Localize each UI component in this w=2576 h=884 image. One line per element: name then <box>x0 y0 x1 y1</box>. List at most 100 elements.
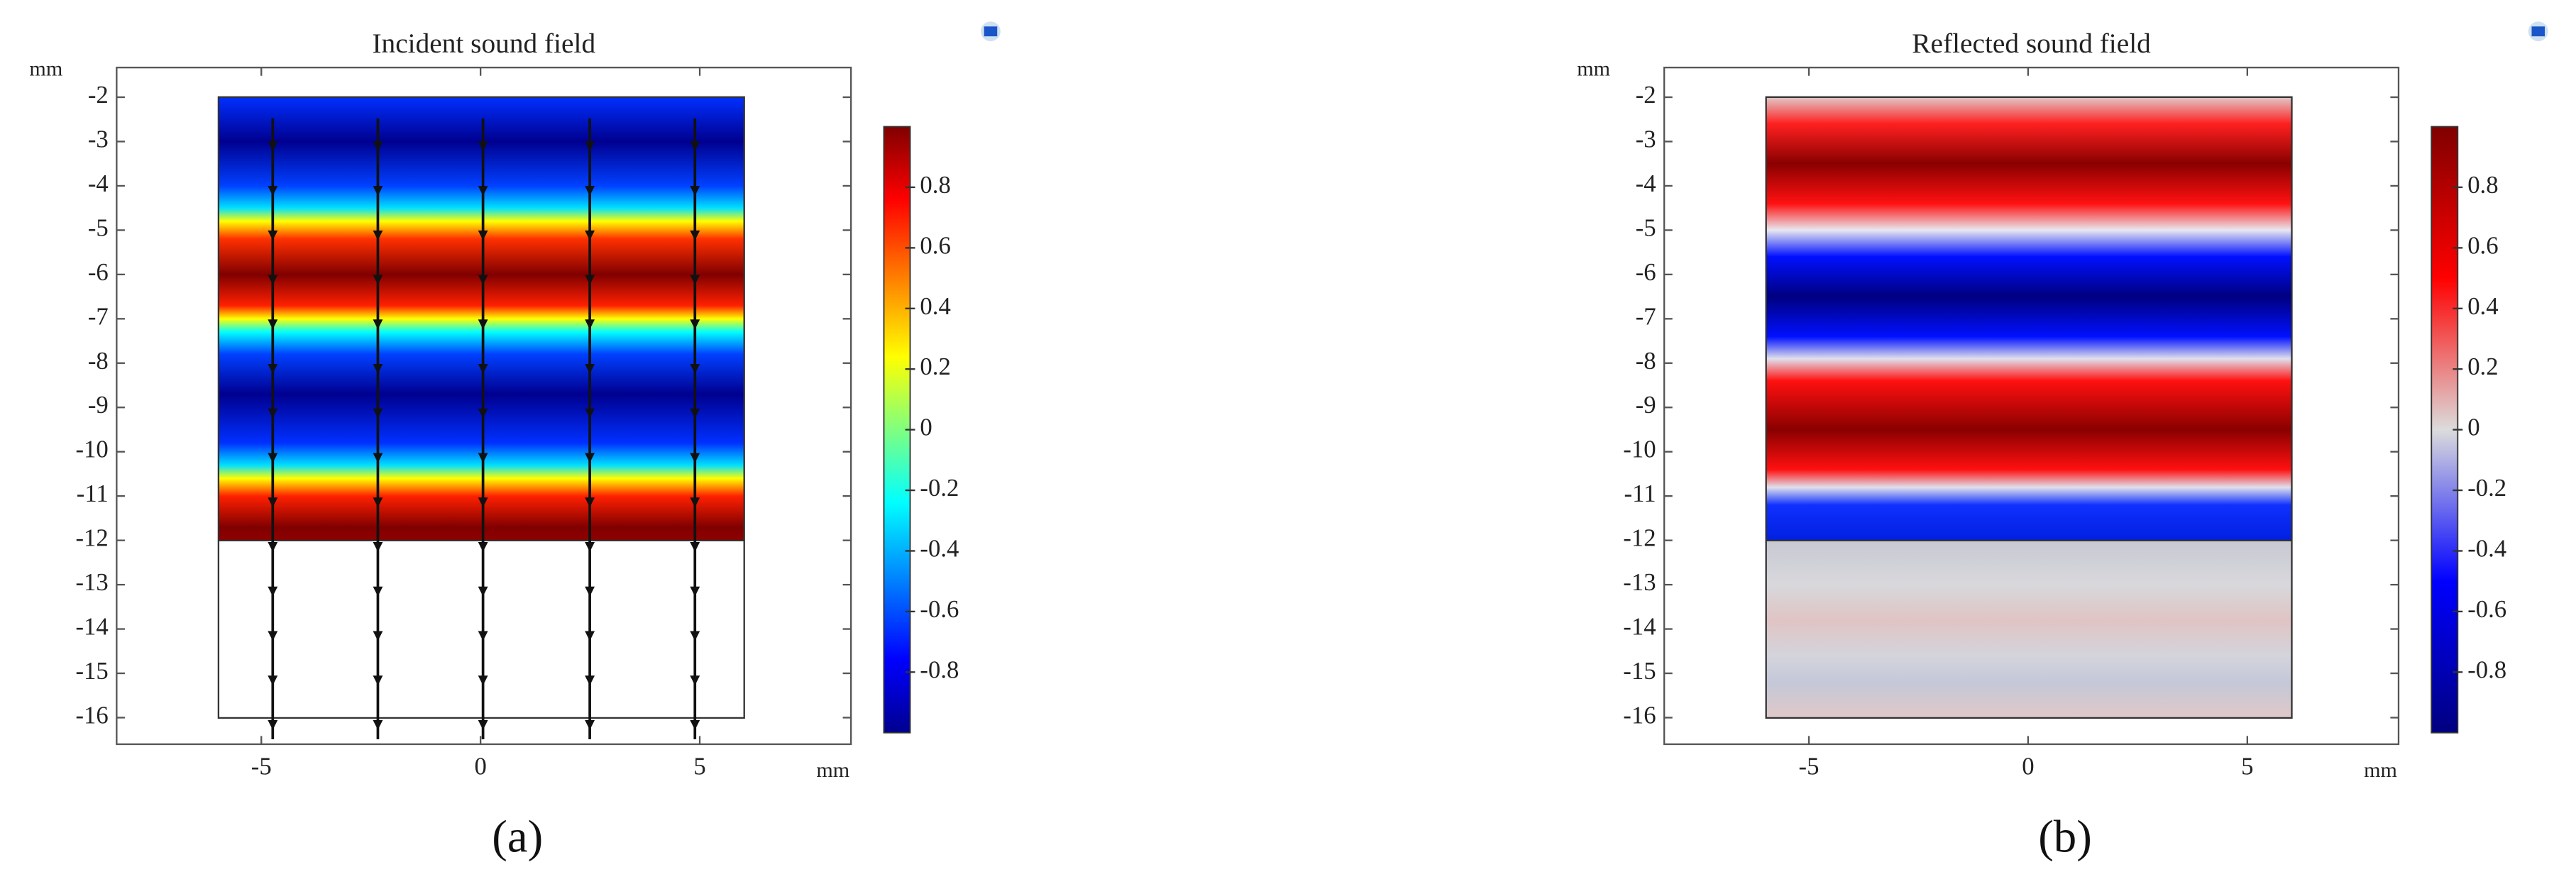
arrow-head <box>478 364 488 374</box>
arrow-head <box>373 186 383 196</box>
arrow-head <box>478 230 488 241</box>
arrow-head <box>690 453 700 463</box>
arrow-head <box>268 141 278 152</box>
x-tick-label: 5 <box>2241 753 2253 780</box>
arrow-head <box>690 541 700 552</box>
y-tick-label: -15 <box>76 657 109 685</box>
arrow-head <box>585 541 595 552</box>
arrow-head <box>585 631 595 641</box>
arrow-head <box>478 186 488 196</box>
y-tick-label: -11 <box>77 480 109 507</box>
arrow-head <box>268 631 278 641</box>
colorbar-tick-label: -0.6 <box>920 595 959 623</box>
arrow-head <box>585 141 595 152</box>
arrow-head <box>690 408 700 419</box>
y-tick-label: -5 <box>1636 214 1656 241</box>
arrow-head <box>268 675 278 686</box>
y-tick-label: -5 <box>88 214 109 241</box>
y-tick-label: -6 <box>88 258 109 286</box>
arrow-head <box>268 275 278 285</box>
arrow-head <box>690 319 700 330</box>
arrow-head <box>268 586 278 597</box>
colorbar-tick-label: 0.2 <box>2467 353 2498 380</box>
arrows <box>268 118 700 740</box>
colorbar-tick-label: -0.2 <box>920 474 959 502</box>
icon-inner <box>2531 26 2545 37</box>
colorbar-tick-label: -0.8 <box>2467 656 2506 683</box>
x-axis-label: mm <box>816 758 849 782</box>
arrow-head <box>268 364 278 374</box>
colorbar-tick-label: 0.2 <box>920 353 950 380</box>
y-tick-label: -2 <box>1636 81 1656 109</box>
y-tick-label: -16 <box>76 701 109 729</box>
y-tick-label: -12 <box>76 524 109 552</box>
arrow-head <box>373 719 383 730</box>
arrow-head <box>585 453 595 463</box>
colorbar-tick-label: 0.4 <box>2467 292 2498 320</box>
y-tick-label: -13 <box>1623 568 1656 596</box>
arrow-head <box>268 541 278 552</box>
arrow-head <box>373 364 383 374</box>
y-tick-label: -10 <box>76 436 109 463</box>
arrow-head <box>373 319 383 330</box>
y-axis-label: mm <box>29 57 62 81</box>
y-tick-label: -3 <box>1636 125 1656 153</box>
field-region-lower <box>1766 540 2292 718</box>
arrow-head <box>478 453 488 463</box>
arrow-head <box>585 275 595 285</box>
domain-outline <box>217 96 745 719</box>
arrow-head <box>478 408 488 419</box>
title: Incident sound field <box>372 28 595 59</box>
colorbar-tick-label: 0 <box>2467 414 2479 441</box>
arrow-head <box>690 275 700 285</box>
arrow-head <box>268 453 278 463</box>
y-tick-label: -4 <box>1636 170 1656 197</box>
x-tick-label: -5 <box>251 753 272 780</box>
y-tick-label: -9 <box>88 391 109 419</box>
arrow-head <box>478 719 488 730</box>
arrow-head <box>478 275 488 285</box>
arrow-head <box>585 319 595 330</box>
colorbar-tick-label: 0.4 <box>920 292 950 320</box>
y-tick-label: -7 <box>1636 302 1656 330</box>
arrow-head <box>585 675 595 686</box>
y-tick-label: -15 <box>1623 657 1656 685</box>
arrow-head <box>690 586 700 597</box>
arrow-head <box>268 186 278 196</box>
y-axis-label: mm <box>1577 57 1610 81</box>
y-tick-label: -11 <box>1624 480 1656 507</box>
arrow-head <box>373 541 383 552</box>
arrow-head <box>373 453 383 463</box>
y-tick-label: -4 <box>88 170 109 197</box>
y-tick-label: -16 <box>1623 701 1656 729</box>
colorbar-tick-label: 0.8 <box>920 171 950 199</box>
y-tick-label: -10 <box>1623 436 1656 463</box>
arrow-head <box>268 319 278 330</box>
arrow-head <box>478 586 488 597</box>
arrow-head <box>585 186 595 196</box>
x-axis-label: mm <box>2364 758 2397 782</box>
y-tick-label: -12 <box>1623 524 1656 552</box>
x-tick-label: 0 <box>474 753 486 780</box>
arrow-head <box>268 497 278 508</box>
colorbar-tick-label: 0 <box>920 414 932 441</box>
arrow-head <box>478 141 488 152</box>
y-tick-label: -6 <box>1636 258 1656 286</box>
colorbar-tick-label: -0.4 <box>2467 534 2506 562</box>
arrow-head <box>268 230 278 241</box>
arrow-head <box>478 631 488 641</box>
arrow-head <box>478 319 488 330</box>
domain-outline <box>1765 96 2293 719</box>
arrow-head <box>478 675 488 686</box>
y-tick-label: -14 <box>1623 613 1656 641</box>
y-tick-label: -2 <box>88 81 109 109</box>
arrow-head <box>373 586 383 597</box>
colorbar-tick-label: -0.8 <box>920 656 959 683</box>
colorbar-tick-label: -0.4 <box>920 534 959 562</box>
arrow-head <box>690 364 700 374</box>
colorbar-tick-label: 0.6 <box>2467 231 2498 259</box>
panel-label: (b) <box>2038 811 2092 862</box>
arrow-head <box>268 719 278 730</box>
arrow-head <box>373 631 383 641</box>
